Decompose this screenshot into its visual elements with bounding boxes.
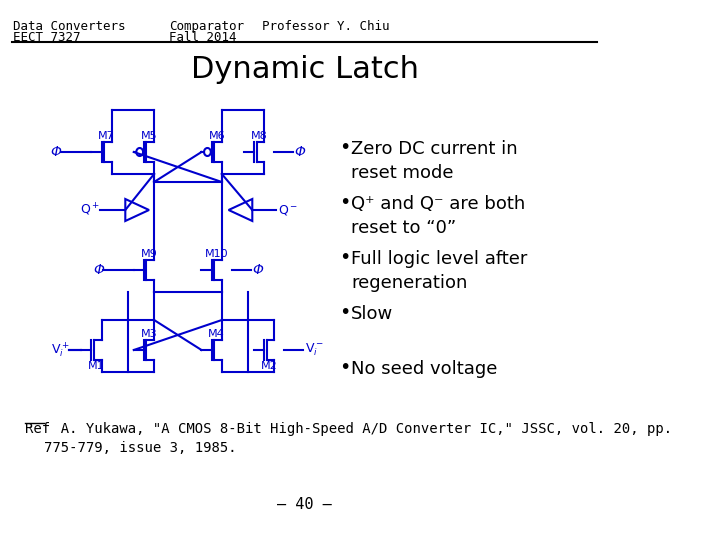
Text: Slow: Slow	[351, 305, 394, 323]
Text: Q⁺ and Q⁻ are both
reset to “0”: Q⁺ and Q⁻ are both reset to “0”	[351, 195, 526, 237]
Text: Zero DC current in
reset mode: Zero DC current in reset mode	[351, 140, 518, 181]
Text: M8: M8	[251, 131, 267, 141]
Text: Data Converters: Data Converters	[13, 20, 125, 33]
Text: M2: M2	[261, 361, 278, 371]
Text: Φ: Φ	[93, 263, 104, 277]
Text: Dynamic Latch: Dynamic Latch	[191, 55, 419, 84]
Text: Φ: Φ	[51, 145, 62, 159]
Text: V$_i^-$: V$_i^-$	[305, 342, 323, 358]
Text: M7: M7	[99, 131, 115, 141]
Text: A. Yukawa, "A CMOS 8-Bit High-Speed A/D Converter IC," JSSC, vol. 20, pp.
775-77: A. Yukawa, "A CMOS 8-Bit High-Speed A/D …	[44, 422, 672, 456]
Text: Q$^-$: Q$^-$	[278, 203, 298, 217]
Text: EECT 7327: EECT 7327	[13, 31, 80, 44]
Text: M1: M1	[89, 361, 105, 371]
Text: V$_i^+$: V$_i^+$	[51, 341, 70, 360]
Text: Φ: Φ	[294, 145, 305, 159]
Text: •: •	[339, 358, 350, 377]
Text: M10: M10	[205, 249, 228, 259]
Text: M3: M3	[140, 329, 157, 339]
Text: Φ: Φ	[252, 263, 264, 277]
Text: No seed voltage: No seed voltage	[351, 360, 498, 378]
Text: Ref: Ref	[25, 422, 50, 436]
Text: Fall 2014: Fall 2014	[169, 31, 237, 44]
Text: •: •	[339, 193, 350, 212]
Text: – 40 –: – 40 –	[277, 497, 332, 512]
Text: Full logic level after
regeneration: Full logic level after regeneration	[351, 250, 528, 292]
Text: M4: M4	[208, 329, 225, 339]
Text: Q$^+$: Q$^+$	[80, 202, 100, 218]
Text: M6: M6	[208, 131, 225, 141]
Text: M9: M9	[140, 249, 158, 259]
Text: M5: M5	[140, 131, 157, 141]
Text: •: •	[339, 138, 350, 157]
Text: Comparator: Comparator	[169, 20, 244, 33]
Text: Professor Y. Chiu: Professor Y. Chiu	[263, 20, 390, 33]
Text: •: •	[339, 303, 350, 322]
Text: •: •	[339, 248, 350, 267]
